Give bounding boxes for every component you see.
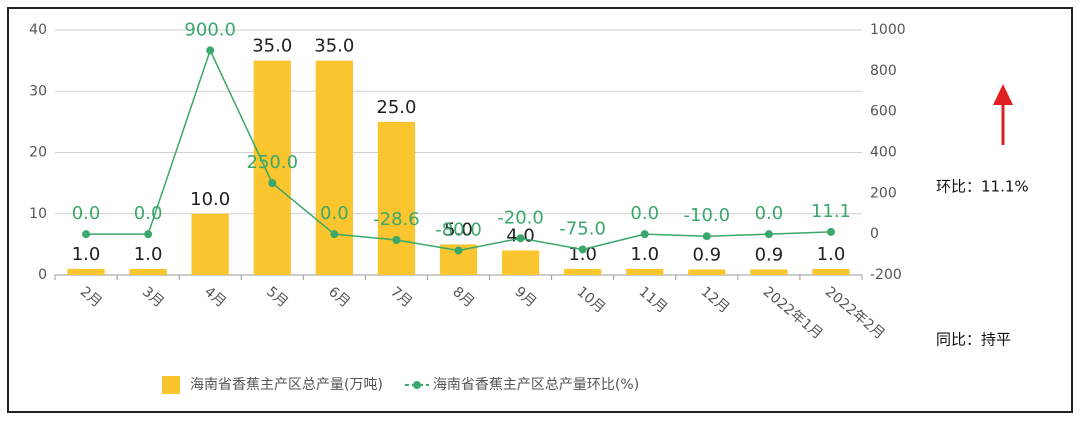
bar-value-label: 10.0 [190,189,230,210]
legend-swatch [162,376,180,394]
trend-arrow [993,84,1013,145]
legend-label: 海南省香蕉主产区总产量(万吨) [190,377,383,393]
y2-tick-label: 600 [870,104,897,120]
line-point [454,246,463,255]
line-point [826,227,835,236]
bar-value-label: 1.0 [630,244,659,265]
bar [501,250,540,275]
line-value-label: -80.0 [435,220,482,241]
y-tick-label: 40 [29,22,47,38]
line-point [640,230,649,239]
bar-value-label: 0.9 [692,244,721,265]
y2-tick-label: 400 [870,145,897,161]
bar-value-label: 1.0 [568,244,597,265]
y2-tick-label: 0 [870,226,879,242]
bar [688,269,726,275]
y-tick-label: 10 [29,206,47,222]
bar-value-label: 1.0 [134,244,163,265]
bar [315,60,353,275]
line-point [578,245,587,254]
bar [377,121,416,275]
frame [7,7,1073,413]
line-point [82,230,91,239]
line-value-label: -10.0 [684,205,731,226]
y-tick-label: 0 [38,267,47,283]
bar [626,268,664,275]
bar [812,268,850,275]
y-tick-label: 30 [29,83,47,99]
y2-tick-label: -200 [870,267,902,283]
bar-value-label: 0.9 [755,244,784,265]
legend-label: 海南省香蕉主产区总产量环比(%) [433,377,639,393]
line-point [702,232,711,241]
line-value-label: 0.0 [72,203,101,224]
bar-value-label: 1.0 [817,244,846,265]
bar [750,269,788,275]
line-value-label: 0.0 [134,203,163,224]
line-point [392,236,401,245]
line-value-label: 0.0 [755,203,784,224]
line-point [206,46,215,55]
bar-value-label: 35.0 [252,36,292,57]
line-point [764,230,773,239]
bar-value-label: 35.0 [314,36,354,57]
legend-swatch [412,381,421,389]
bar [564,268,602,275]
bar [191,213,229,275]
line-value-label: 900.0 [184,19,236,40]
bar [253,60,291,275]
line-value-label: 0.0 [320,203,349,224]
line-value-label: -20.0 [497,207,544,228]
annotation: 环比：11.1% [936,178,1029,196]
line-point [516,234,525,243]
y-tick-label: 20 [29,145,47,161]
y2-tick-label: 200 [870,185,897,201]
annotation: 同比：持平 [936,331,1011,349]
line-value-label: 11.1 [811,201,851,222]
y2-tick-label: 800 [870,63,897,79]
line-point [268,179,277,188]
line-point [144,230,153,239]
y2-tick-label: 1000 [870,22,906,38]
line-value-label: -75.0 [559,218,606,239]
bar-value-label: 5.0 [444,219,473,240]
bar-value-label: 1.0 [72,244,101,265]
line-point [330,230,339,239]
line-value-label: -28.6 [373,209,420,230]
bar [67,268,105,275]
bar [129,268,167,275]
bar-value-label: 25.0 [376,97,416,118]
line-value-label: 0.0 [630,203,659,224]
line-value-label: 250.0 [247,152,299,173]
